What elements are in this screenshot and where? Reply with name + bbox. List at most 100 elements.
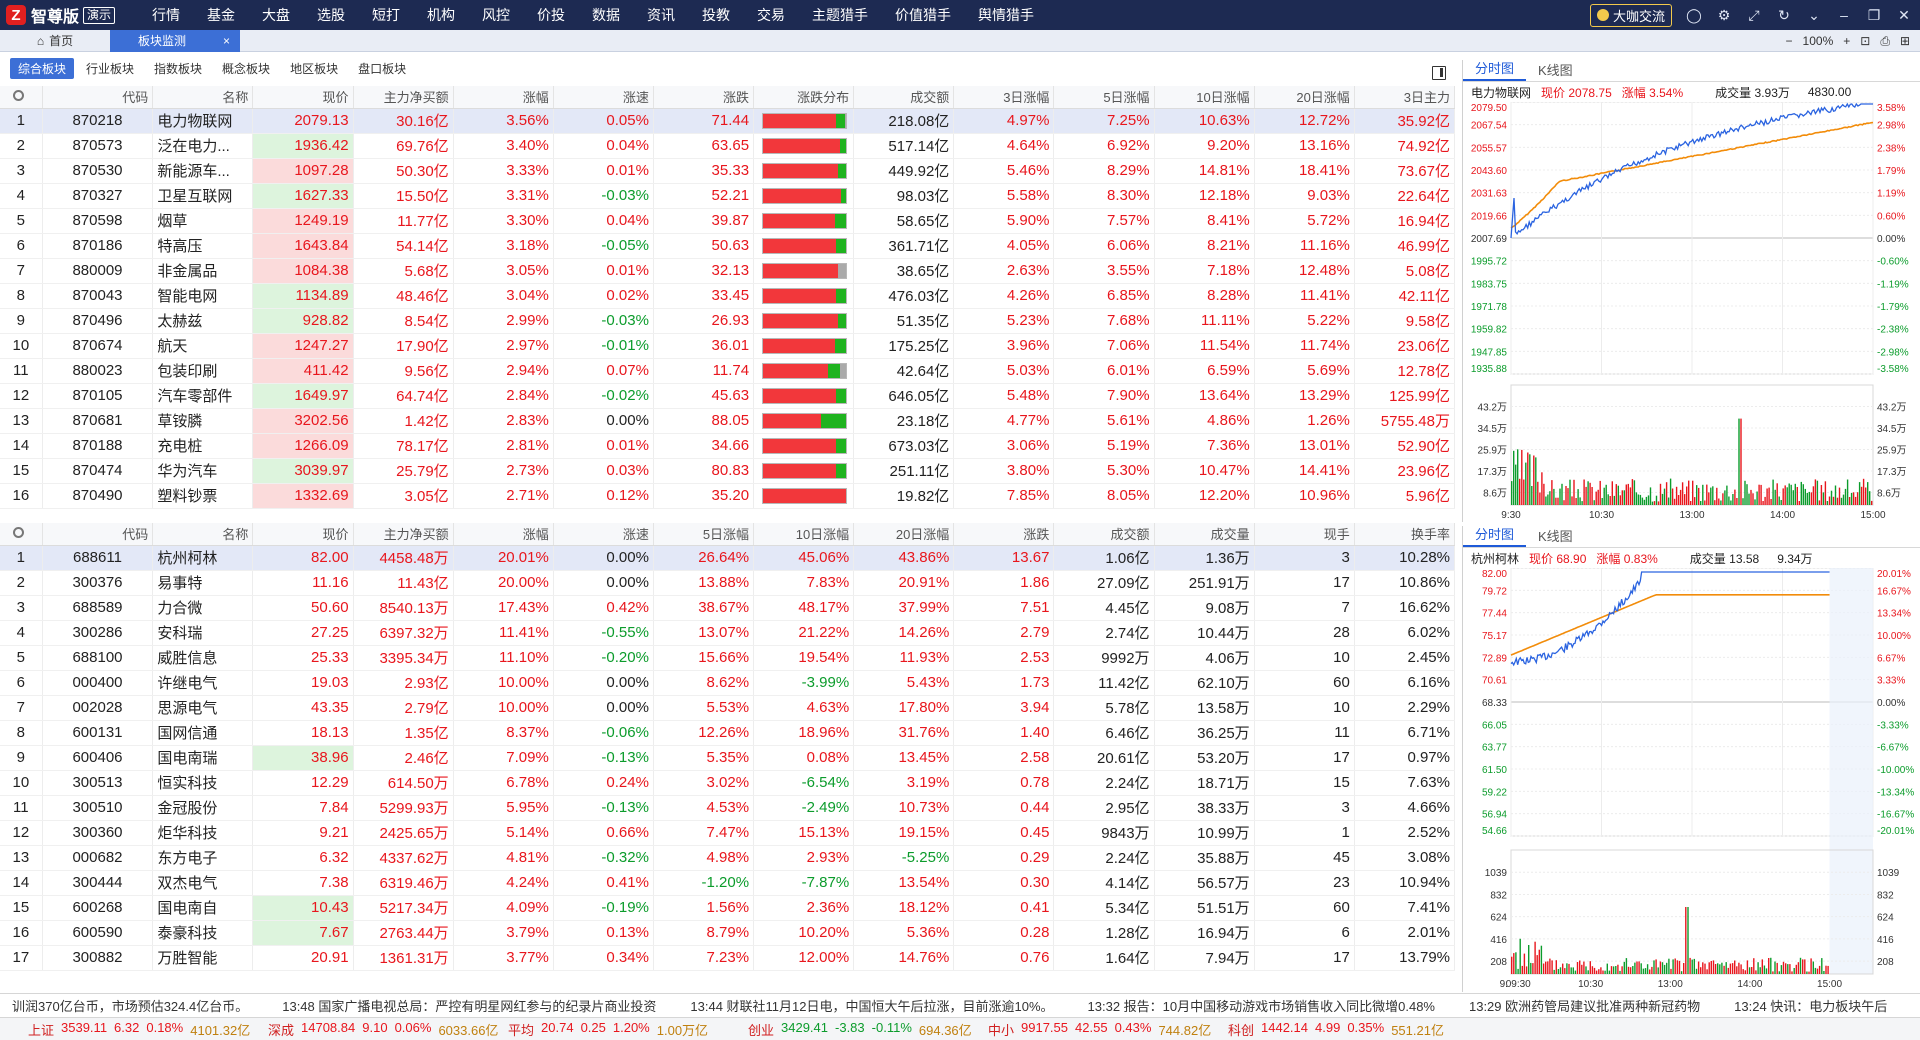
zoom-out-icon[interactable]: − xyxy=(1785,34,1793,48)
menu-item-1[interactable]: 基金 xyxy=(207,7,236,23)
table-row[interactable]: 5 688100 威胜信息 25.33 3395.34万 11.10% -0.20% 15.6… xyxy=(0,645,1456,671)
chart2-tab-kline[interactable]: K线图 xyxy=(1538,529,1573,544)
stock-header-5[interactable]: 涨幅 xyxy=(453,523,554,546)
table-row[interactable]: 1 870218 电力物联网 2079.13 30.16亿 3.56% 0.05% 71.44… xyxy=(0,108,1456,134)
collapse-menu-icon[interactable]: ⌄ xyxy=(1808,6,1820,23)
chart1-tab-kline[interactable]: K线图 xyxy=(1538,63,1573,78)
chart1-tab-timeshare[interactable]: 分时图 xyxy=(1463,56,1527,81)
stock-header-4[interactable]: 主力净买额 xyxy=(353,523,454,546)
index-item-1[interactable]: 深成 14708.84 9.10 0.06% 6033.66亿 xyxy=(240,1020,498,1039)
table-row[interactable]: 9 600406 国电南瑞 38.96 2.46亿 7.09% -0.13% 5.35% 0.0… xyxy=(0,745,1456,771)
index-item-0[interactable]: 上证 3539.11 6.32 0.18% 4101.32亿 xyxy=(0,1020,250,1039)
menu-item-11[interactable]: 交易 xyxy=(757,7,786,23)
menu-item-5[interactable]: 机构 xyxy=(427,7,456,23)
menu-item-3[interactable]: 选股 xyxy=(317,7,346,23)
sector-header-9[interactable]: 成交额 xyxy=(853,86,955,109)
subtab-2[interactable]: 指数板块 xyxy=(154,61,203,76)
index-item-3[interactable]: 创业 3429.41 -3.83 -0.11% 694.36亿 xyxy=(720,1020,972,1039)
sector-header-10[interactable]: 3日涨幅 xyxy=(953,86,1055,109)
stock-header-0[interactable] xyxy=(0,523,43,546)
ticker-item[interactable]: 13:48 国家广播电视总局：严控有明星网红参与的纪录片商业投资 xyxy=(282,999,657,1014)
sector-header-7[interactable]: 涨跌 xyxy=(653,86,755,109)
subtab-3[interactable]: 概念板块 xyxy=(222,61,271,76)
sector-timeshare-chart[interactable]: 2079.50 3.58% 2067.54 2.98% 2055.57 2.38% 2043… xyxy=(1463,101,1920,522)
stock-header-6[interactable]: 涨速 xyxy=(553,523,654,546)
stock-header-1[interactable]: 代码 xyxy=(42,523,154,546)
stock-header-8[interactable]: 10日涨幅 xyxy=(753,523,855,546)
subtab-4[interactable]: 地区板块 xyxy=(290,61,339,76)
table-row[interactable]: 5 870598 烟草 1249.19 11.77亿 3.30% 0.04% 39.87 58.… xyxy=(0,208,1456,234)
stock-header-3[interactable]: 现价 xyxy=(252,523,354,546)
table-row[interactable]: 6 870186 特高压 1643.84 54.14亿 3.18% -0.05% 50.63 3… xyxy=(0,233,1456,259)
menu-item-13[interactable]: 价值猎手 xyxy=(895,7,952,23)
subtab-1[interactable]: 行业板块 xyxy=(86,61,135,76)
menu-item-7[interactable]: 价投 xyxy=(537,7,566,23)
table-row[interactable]: 2 300376 易事特 11.16 11.43亿 20.00% 0.00% 13.88% 7.… xyxy=(0,570,1456,596)
table-row[interactable]: 2 870573 泛在电力... 1936.42 69.76亿 3.40% 0.04% 63.… xyxy=(0,133,1456,159)
table-row[interactable]: 16 870490 塑料钞票 1332.69 3.05亿 2.71% 0.12% 35.20 1… xyxy=(0,483,1456,509)
table-row[interactable]: 10 300513 恒实科技 12.29 614.50万 6.78% 0.24% 3.02% -… xyxy=(0,770,1456,796)
table-row[interactable]: 16 600590 泰豪科技 7.67 2763.44万 3.79% 0.13% 8.79% 1… xyxy=(0,920,1456,946)
table-row[interactable]: 7 002028 思源电气 43.35 2.79亿 10.00% 0.00% 5.53% 4.6… xyxy=(0,695,1456,721)
menu-item-9[interactable]: 资讯 xyxy=(647,7,676,23)
sector-header-4[interactable]: 主力净买额 xyxy=(353,86,454,109)
table-row[interactable]: 17 300882 万胜智能 20.91 1361.31万 3.77% 0.34% 7.23%… xyxy=(0,945,1456,971)
subtab-5[interactable]: 盘口板块 xyxy=(358,61,407,76)
table-row[interactable]: 14 870188 充电桩 1266.09 78.17亿 2.81% 0.01% 34.66 6… xyxy=(0,433,1456,459)
index-item-4[interactable]: 中小 9917.55 42.55 0.43% 744.82亿 xyxy=(960,1020,1211,1039)
tab-sector-monitor[interactable]: 板块监测 × xyxy=(110,29,240,52)
table-row[interactable]: 8 600131 国网信通 18.13 1.35亿 8.37% -0.06% 12.26% 18… xyxy=(0,720,1456,746)
ticker-item[interactable]: 13:44 财联社11月12日电，中国恒大午后拉涨，目前涨逾10%。 xyxy=(690,999,1054,1014)
table-row[interactable]: 7 880009 非金属品 1084.38 5.68亿 3.05% 0.01% 32.13 38… xyxy=(0,258,1456,284)
chart2-tab-timeshare[interactable]: 分时图 xyxy=(1463,522,1527,547)
menu-item-2[interactable]: 大盘 xyxy=(262,7,291,23)
table-row[interactable]: 11 880023 包装印刷 411.42 9.56亿 2.94% 0.07% 11.74 42… xyxy=(0,358,1456,384)
stock-header-13[interactable]: 现手 xyxy=(1254,523,1355,546)
ticker-item[interactable]: 训润370亿台币，市场预估324.4亿台币。 xyxy=(12,999,249,1014)
table-row[interactable]: 10 870674 航天 1247.27 17.90亿 2.97% -0.01% 36.01 1… xyxy=(0,333,1456,359)
minimize-icon[interactable]: – xyxy=(1840,7,1848,23)
index-item-2[interactable]: 平均 20.74 0.25 1.20% 1.00万亿 xyxy=(480,1020,720,1039)
index-item-5[interactable]: 科创 1442.14 4.99 0.35% 551.21亿 xyxy=(1200,1020,1444,1039)
stock-header-12[interactable]: 成交量 xyxy=(1154,523,1255,546)
maximize-icon[interactable]: ❐ xyxy=(1867,6,1881,23)
sector-header-3[interactable]: 现价 xyxy=(252,86,354,109)
table-row[interactable]: 1 688611 杭州柯林 82.00 4458.48万 20.01% 0.00% 26.64… xyxy=(0,545,1456,571)
table-row[interactable]: 4 870327 卫星互联网 1627.33 15.50亿 3.31% -0.03% 52.2… xyxy=(0,183,1456,209)
sector-header-14[interactable]: 3日主力 xyxy=(1354,86,1456,109)
news-ticker[interactable]: 训润370亿台币，市场预估324.4亿台币。 13:48 国家广播电视总局：严控有… xyxy=(0,993,1920,1017)
table-row[interactable]: 13 000682 东方电子 6.32 4337.62万 4.81% -0.32% 4.98%… xyxy=(0,845,1456,871)
zoom-in-icon[interactable]: + xyxy=(1843,34,1851,48)
ticker-item[interactable]: 13:24 快讯：电力板块午后 xyxy=(1734,999,1888,1014)
table-row[interactable]: 8 870043 智能电网 1134.89 48.46亿 3.04% 0.02% 33.45 4… xyxy=(0,283,1456,309)
sector-header-11[interactable]: 5日涨幅 xyxy=(1053,86,1155,109)
sector-header-0[interactable] xyxy=(0,86,43,109)
grid-icon[interactable]: ⊞ xyxy=(1899,34,1910,48)
ticker-item[interactable]: 13:29 欧洲药管局建议批准两种新冠药物 xyxy=(1468,999,1701,1014)
table-row[interactable]: 15 870474 华为汽车 3039.97 25.79亿 2.73% 0.03% 80.83… xyxy=(0,458,1456,484)
stock-header-14[interactable]: 换手率 xyxy=(1354,523,1456,546)
sector-header-13[interactable]: 20日涨幅 xyxy=(1254,86,1355,109)
stock-header-11[interactable]: 成交额 xyxy=(1053,523,1155,546)
stock-header-2[interactable]: 名称 xyxy=(152,523,254,546)
sector-header-8[interactable]: 涨跌分布 xyxy=(753,86,855,109)
menu-item-6[interactable]: 风控 xyxy=(482,7,511,23)
menu-item-14[interactable]: 舆情猎手 xyxy=(978,7,1035,23)
stock-header-9[interactable]: 20日涨幅 xyxy=(853,523,955,546)
menu-item-12[interactable]: 主题猎手 xyxy=(812,7,869,23)
table-row[interactable]: 12 300360 炬华科技 9.21 2425.65万 5.14% 0.66% 7.47% 1… xyxy=(0,820,1456,846)
tab-close-icon[interactable]: × xyxy=(222,33,230,48)
column-settings-icon[interactable] xyxy=(13,90,25,102)
panel-toggle-icon[interactable] xyxy=(1432,66,1446,80)
table-row[interactable]: 12 870105 汽车零部件 1649.97 64.74亿 2.84% -0.02% 45.… xyxy=(0,383,1456,409)
table-row[interactable]: 3 870530 新能源车... 1097.28 50.30亿 3.33% 0.01% 35.… xyxy=(0,158,1456,184)
stock-timeshare-chart[interactable]: 82.00 20.01% 79.72 16.67% 77.44 13.34% 75.17 10… xyxy=(1463,567,1920,992)
refresh-icon[interactable]: ↻ xyxy=(1778,6,1790,23)
menu-item-10[interactable]: 投教 xyxy=(702,7,731,23)
column-settings-icon[interactable] xyxy=(13,527,25,539)
table-row[interactable]: 15 600268 国电南自 10.43 5217.34万 4.09% -0.19% 1.56… xyxy=(0,895,1456,921)
table-row[interactable]: 13 870681 草铵膦 3202.56 1.42亿 2.83% 0.00% 88.05 23… xyxy=(0,408,1456,434)
menu-item-8[interactable]: 数据 xyxy=(592,7,621,23)
subtab-0[interactable]: 综合板块 xyxy=(10,57,75,79)
table-row[interactable]: 3 688589 力合微 50.60 8540.13万 17.43% 0.42% 38.67%… xyxy=(0,595,1456,621)
